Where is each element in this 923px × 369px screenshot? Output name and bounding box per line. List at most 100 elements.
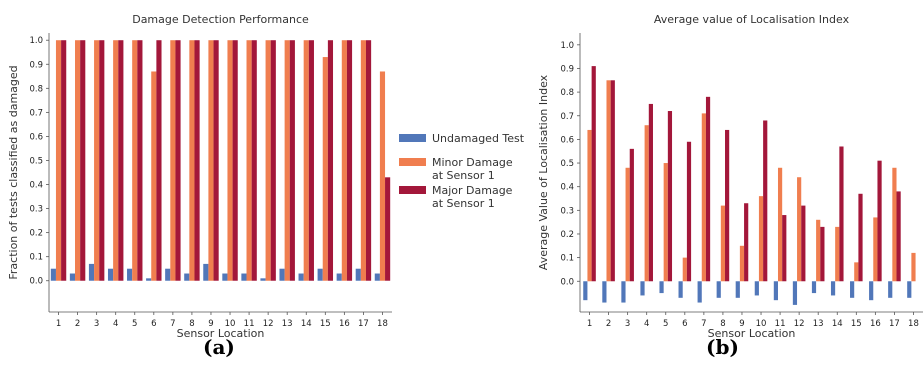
bar-minor-12 bbox=[265, 40, 271, 281]
bar-undamaged-15 bbox=[850, 281, 855, 298]
x-tick-label: 10 bbox=[756, 319, 767, 329]
x-tick-label: 2 bbox=[75, 319, 80, 329]
chart-a: Damage Detection Performance 0.0 0.1 0.2 0.3… bbox=[7, 13, 392, 340]
x-tick-label: 1 bbox=[56, 319, 61, 329]
bar-major-14 bbox=[839, 146, 844, 282]
bar-undamaged-1 bbox=[583, 281, 588, 301]
bar-major-13 bbox=[289, 40, 295, 281]
x-tick-label: 17 bbox=[358, 319, 369, 329]
legend-swatch-minor bbox=[399, 158, 426, 166]
bar-minor-9 bbox=[208, 40, 214, 281]
x-tick-label: 4 bbox=[113, 319, 118, 329]
legend-label: Undamaged Test bbox=[432, 132, 525, 145]
y-tick-label: 0.2 bbox=[560, 230, 574, 240]
bar-undamaged-18 bbox=[374, 273, 380, 281]
bar-major-15 bbox=[327, 40, 334, 281]
x-tick-label: 13 bbox=[282, 319, 293, 329]
bar-major-5 bbox=[667, 111, 673, 282]
y-tick-label: 0.8 bbox=[29, 84, 43, 94]
bar-major-16 bbox=[346, 40, 353, 281]
bar-major-11 bbox=[782, 215, 787, 282]
bar-major-8 bbox=[194, 40, 200, 281]
x-tick-label: 11 bbox=[775, 319, 786, 329]
legend-label: at Sensor 1 bbox=[432, 197, 495, 210]
bar-major-17 bbox=[365, 40, 372, 281]
bar-minor-14 bbox=[835, 226, 840, 282]
bar-major-16 bbox=[877, 160, 882, 282]
legend-swatch-major bbox=[399, 186, 426, 194]
bar-major-7 bbox=[175, 40, 181, 281]
x-tick-label: 12 bbox=[263, 319, 274, 329]
legend-label: at Sensor 1 bbox=[432, 169, 495, 182]
y-tick-label: 0.2 bbox=[29, 229, 43, 239]
bar-undamaged-10 bbox=[222, 273, 228, 281]
bar-undamaged-11 bbox=[241, 273, 247, 281]
x-tick-label: 5 bbox=[663, 319, 668, 329]
bar-major-5 bbox=[137, 40, 143, 281]
bar-major-13 bbox=[820, 226, 825, 282]
x-tick-label: 16 bbox=[339, 319, 350, 329]
bar-minor-1 bbox=[55, 40, 62, 281]
y-axis-label: Fraction of tests classified as damaged bbox=[7, 65, 20, 279]
bar-minor-5 bbox=[663, 163, 668, 282]
x-tick-label: 12 bbox=[794, 319, 805, 329]
bar-undamaged-17 bbox=[888, 281, 893, 298]
bar-major-10 bbox=[763, 120, 768, 282]
bar-minor-14 bbox=[303, 40, 309, 281]
x-tick-label: 9 bbox=[208, 319, 213, 329]
chart-title: Average value of Localisation Index bbox=[654, 13, 850, 26]
bar-minor-18 bbox=[379, 71, 386, 281]
legend-label: Major Damage bbox=[432, 184, 513, 197]
y-axis-label: Average Value of Localisation Index bbox=[537, 74, 550, 270]
bar-minor-12 bbox=[797, 177, 802, 282]
bar-major-9 bbox=[213, 40, 219, 281]
bar-undamaged-9 bbox=[735, 281, 740, 298]
bar-minor-13 bbox=[816, 219, 821, 282]
bar-undamaged-5 bbox=[659, 281, 664, 294]
bar-major-8 bbox=[725, 129, 730, 282]
chart-b: Average value of Localisation Index 0.0 0.… bbox=[537, 13, 923, 340]
bar-minor-3 bbox=[94, 40, 100, 281]
bar-minor-10 bbox=[227, 40, 233, 281]
bar-undamaged-16 bbox=[869, 281, 874, 301]
bar-major-1 bbox=[591, 66, 596, 282]
bar-major-2 bbox=[80, 40, 86, 281]
y-tick-label: 0.3 bbox=[29, 205, 43, 215]
x-tick-label: 15 bbox=[320, 319, 331, 329]
bar-major-10 bbox=[232, 40, 238, 281]
bar-minor-4 bbox=[113, 40, 119, 281]
bar-major-1 bbox=[61, 40, 67, 281]
bar-minor-17 bbox=[892, 167, 897, 282]
bar-undamaged-14 bbox=[298, 273, 304, 281]
y-tick-label: 0.7 bbox=[560, 112, 574, 122]
bar-major-12 bbox=[801, 205, 806, 282]
bar-minor-11 bbox=[246, 40, 252, 281]
bar-minor-16 bbox=[341, 40, 347, 281]
bar-minor-7 bbox=[701, 113, 706, 282]
x-tick-label: 9 bbox=[739, 319, 744, 329]
bar-minor-3 bbox=[625, 167, 630, 282]
bar-major-3 bbox=[99, 40, 105, 281]
bar-minor-11 bbox=[777, 167, 783, 282]
x-tick-label: 16 bbox=[870, 319, 881, 329]
bar-major-11 bbox=[251, 40, 257, 281]
bar-major-4 bbox=[118, 40, 124, 281]
bar-minor-18 bbox=[911, 252, 916, 282]
x-tick-label: 11 bbox=[244, 319, 255, 329]
legend-label: Minor Damage bbox=[432, 156, 513, 169]
bar-undamaged-7 bbox=[165, 268, 171, 281]
bar-major-14 bbox=[308, 40, 314, 281]
x-tick-label: 8 bbox=[720, 319, 725, 329]
x-tick-label: 10 bbox=[225, 319, 236, 329]
bar-major-6 bbox=[156, 40, 162, 281]
y-tick-label: 1.0 bbox=[560, 41, 574, 51]
bar-undamaged-2 bbox=[602, 281, 607, 303]
x-axis-label: Sensor Location bbox=[708, 327, 796, 340]
bar-undamaged-4 bbox=[640, 281, 645, 296]
bar-undamaged-8 bbox=[184, 273, 190, 281]
x-tick-label: 14 bbox=[301, 319, 312, 329]
bar-minor-8 bbox=[189, 40, 195, 281]
bar-minor-17 bbox=[360, 40, 366, 281]
bar-undamaged-7 bbox=[697, 281, 702, 303]
